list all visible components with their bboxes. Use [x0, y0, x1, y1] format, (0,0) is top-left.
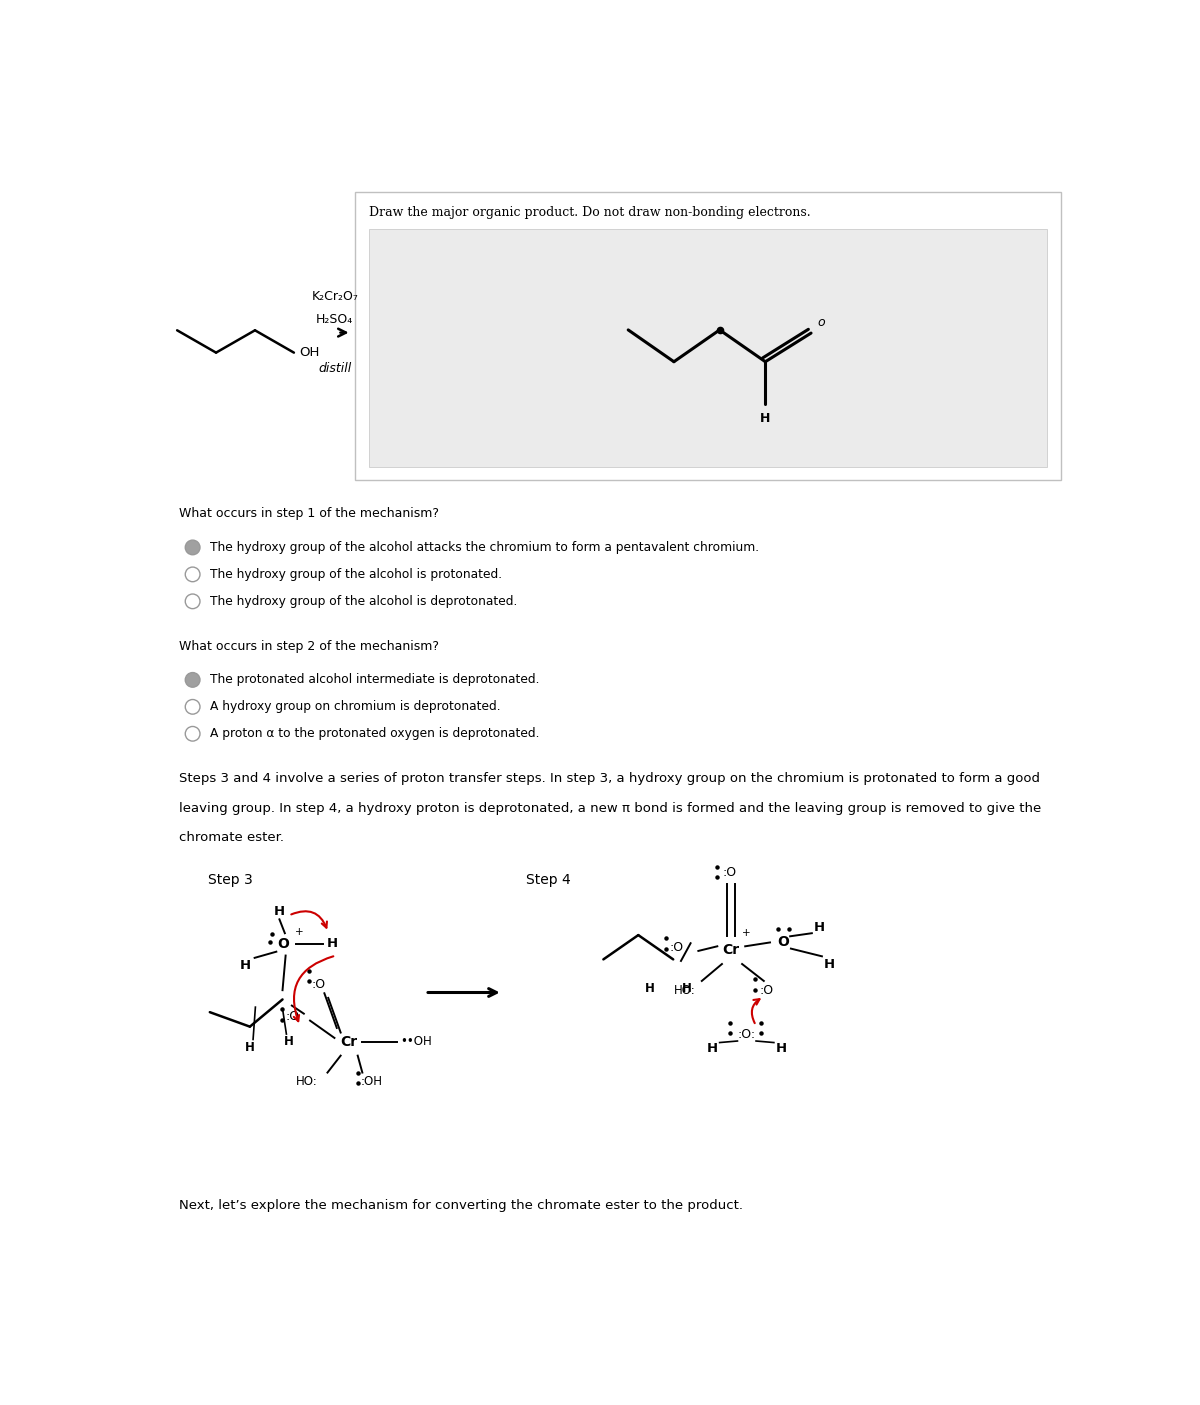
Circle shape [185, 726, 200, 740]
Text: :O: :O [286, 1010, 300, 1023]
Text: OH: OH [299, 346, 319, 360]
Text: A hydroxy group on chromium is deprotonated.: A hydroxy group on chromium is deprotona… [210, 700, 502, 714]
Text: leaving group. In step 4, a hydroxy proton is deprotonated, a new π bond is form: leaving group. In step 4, a hydroxy prot… [180, 801, 1042, 815]
Text: H: H [274, 905, 284, 917]
Text: H: H [776, 1043, 787, 1055]
Circle shape [185, 594, 200, 608]
Text: H: H [245, 1041, 254, 1054]
Text: H: H [646, 982, 655, 995]
Text: H: H [240, 960, 251, 972]
Text: H: H [760, 412, 770, 424]
Text: Steps 3 and 4 involve a series of proton transfer steps. In step 3, a hydroxy gr: Steps 3 and 4 involve a series of proton… [180, 773, 1040, 785]
Text: Next, let’s explore the mechanism for converting the chromate ester to the produ: Next, let’s explore the mechanism for co… [180, 1198, 744, 1213]
Text: What occurs in step 2 of the mechanism?: What occurs in step 2 of the mechanism? [180, 639, 439, 653]
Text: H: H [283, 1035, 294, 1048]
Circle shape [185, 568, 200, 582]
Text: :O:: :O: [738, 1028, 756, 1041]
Text: HO:: HO: [674, 983, 696, 996]
Circle shape [185, 700, 200, 714]
Text: H: H [814, 920, 826, 933]
Text: Step 3: Step 3 [208, 873, 253, 887]
Text: :O: :O [722, 867, 737, 880]
Text: chromate ester.: chromate ester. [180, 830, 284, 844]
Text: The hydroxy group of the alcohol is protonated.: The hydroxy group of the alcohol is prot… [210, 568, 503, 580]
Text: Cr: Cr [722, 943, 740, 957]
Circle shape [185, 540, 200, 555]
Text: :O: :O [670, 940, 684, 954]
FancyBboxPatch shape [355, 191, 1061, 481]
Text: K₂Cr₂O₇: K₂Cr₂O₇ [312, 291, 359, 303]
Text: H: H [326, 937, 337, 951]
Circle shape [185, 673, 200, 687]
Text: A proton α to the protonated oxygen is deprotonated.: A proton α to the protonated oxygen is d… [210, 728, 540, 740]
Text: distill: distill [318, 362, 352, 375]
Text: +: + [743, 929, 751, 939]
Text: Draw the major organic product. Do not draw non-bonding electrons.: Draw the major organic product. Do not d… [370, 205, 811, 219]
Text: Cr: Cr [340, 1034, 356, 1048]
Text: H: H [683, 982, 692, 995]
Text: The hydroxy group of the alcohol attacks the chromium to form a pentavalent chro: The hydroxy group of the alcohol attacks… [210, 541, 760, 554]
Text: H: H [824, 958, 835, 971]
Text: :O: :O [760, 983, 773, 996]
Text: :OH: :OH [361, 1075, 383, 1089]
Text: O: O [778, 936, 790, 950]
FancyBboxPatch shape [370, 229, 1046, 466]
Text: What occurs in step 1 of the mechanism?: What occurs in step 1 of the mechanism? [180, 507, 439, 520]
Text: The hydroxy group of the alcohol is deprotonated.: The hydroxy group of the alcohol is depr… [210, 594, 518, 608]
Text: +: + [294, 927, 304, 937]
Text: O: O [277, 937, 289, 951]
Text: ••OH: ••OH [401, 1035, 432, 1048]
Text: H: H [707, 1043, 718, 1055]
Text: H₂SO₄: H₂SO₄ [317, 313, 354, 326]
Text: o: o [817, 316, 824, 329]
Text: The protonated alcohol intermediate is deprotonated.: The protonated alcohol intermediate is d… [210, 673, 540, 687]
Text: HO:: HO: [295, 1075, 318, 1089]
Text: :O: :O [312, 978, 326, 991]
Text: Step 4: Step 4 [526, 873, 571, 887]
